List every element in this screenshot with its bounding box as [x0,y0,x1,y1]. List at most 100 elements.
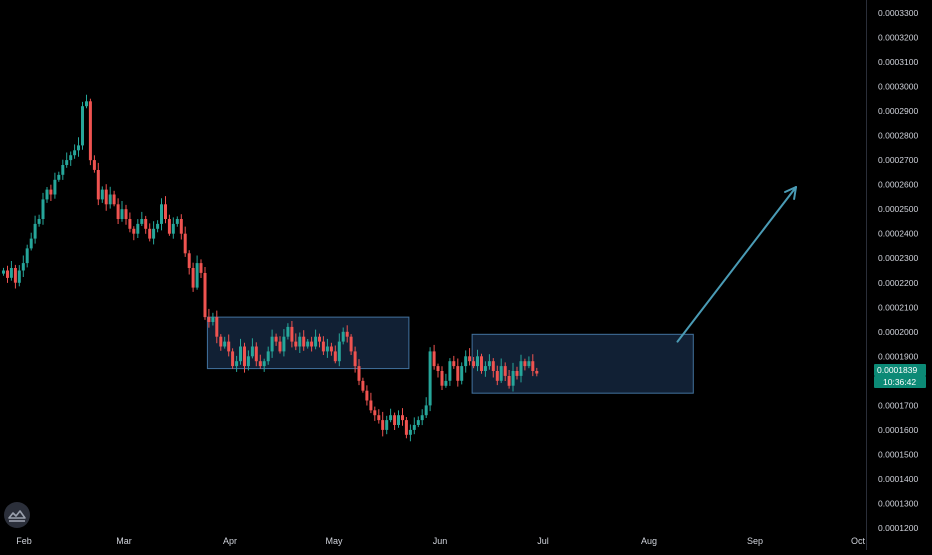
candle-body [460,366,464,381]
candle-body [527,361,531,367]
candle-body [397,415,400,425]
candle-body [298,336,302,347]
candle-body [37,219,41,224]
candle-body [389,415,393,421]
candle-body [45,189,49,200]
price-tick-label: 0.0001200 [878,523,918,533]
price-tick-label: 0.0003300 [878,8,918,18]
candle-body [321,341,325,352]
candle-body [282,336,286,352]
candle-body [345,331,349,337]
time-tick-label: Aug [641,536,657,546]
time-axis[interactable]: Feb Mar Apr May Jun Jul Aug Sep Oct [16,536,865,546]
price-tick-label: 0.0003000 [878,82,918,92]
candle-body [239,346,242,362]
candle-body [13,268,17,283]
candle-body [227,341,231,352]
candle-body [195,263,199,288]
candle-body [171,223,175,234]
price-tick-label: 0.0001700 [878,400,918,410]
trend-arrow[interactable] [676,186,797,343]
candle-body [274,336,278,342]
candle-body [480,356,483,371]
candle-body [160,204,163,224]
candle-body [254,346,258,362]
candle-body [156,223,160,229]
candle-body [2,270,5,274]
candle-body [199,263,203,273]
candle-body [6,270,9,278]
candle-body [448,361,452,381]
candle-body [278,341,282,352]
candle-body [57,174,61,180]
candle-body [112,194,116,205]
candle-body [523,361,527,367]
candle-body [476,356,479,367]
candle-body [456,366,460,381]
candle-body [381,420,385,430]
candle-body [341,331,345,342]
candle-body [136,223,140,234]
candle-body [306,341,310,347]
price-tick-label: 0.0002800 [878,131,918,141]
candle-body [404,420,408,435]
candle-body [377,415,381,421]
price-axis[interactable]: 0.0001200 0.0001300 0.0001400 0.0001500 0.00… [878,8,918,533]
candle-body [424,405,428,416]
candle-body [290,326,294,342]
candle-body [246,356,250,367]
candle-body [318,336,321,342]
candle-body [444,380,448,386]
time-tick-label: Sep [747,536,763,546]
candle-body [408,429,412,435]
price-tick-label: 0.0002100 [878,302,918,312]
candle-body [333,351,337,362]
candle-body [535,371,539,374]
time-tick-label: Mar [116,536,132,546]
candle-body [100,189,104,200]
candle-body [175,219,179,224]
candle-body [215,317,219,337]
candle-body [420,415,424,421]
candle-body [436,366,440,371]
candle-body [353,351,357,367]
candle-body [250,346,254,357]
candle-body [148,228,152,239]
candle-body [349,336,353,352]
candle-body [61,165,65,175]
price-tick-label: 0.0001600 [878,425,918,435]
candle-body [183,233,187,254]
candle-body [487,361,491,367]
candle-body [29,238,33,249]
price-tick-label: 0.0001300 [878,499,918,509]
candle-body [294,341,298,347]
candle-body [270,336,274,352]
candle-body [412,425,416,430]
candle-body [85,101,88,107]
time-tick-label: Jul [537,536,549,546]
price-tick-label: 0.0002700 [878,155,918,165]
candle-body [495,371,499,381]
candle-body [120,209,124,219]
trend-arrow-layer [676,186,797,343]
price-tick-label: 0.0001400 [878,474,918,484]
candle-body [104,189,108,205]
candle-body [428,351,432,406]
candle-body [483,366,487,371]
candle-body [519,361,523,376]
candle-body [92,160,96,170]
candle-body [17,270,21,283]
candle-body [393,415,397,425]
candle-body [179,219,183,234]
candle-body [401,415,404,421]
candle-body [262,361,266,367]
tradingview-logo[interactable] [4,502,30,528]
candle-body [235,361,239,367]
candle-body [369,400,373,411]
candle-body [531,361,535,371]
candle-body [21,263,25,271]
time-tick-label: Oct [851,536,866,546]
price-tick-label: 0.0002300 [878,253,918,263]
